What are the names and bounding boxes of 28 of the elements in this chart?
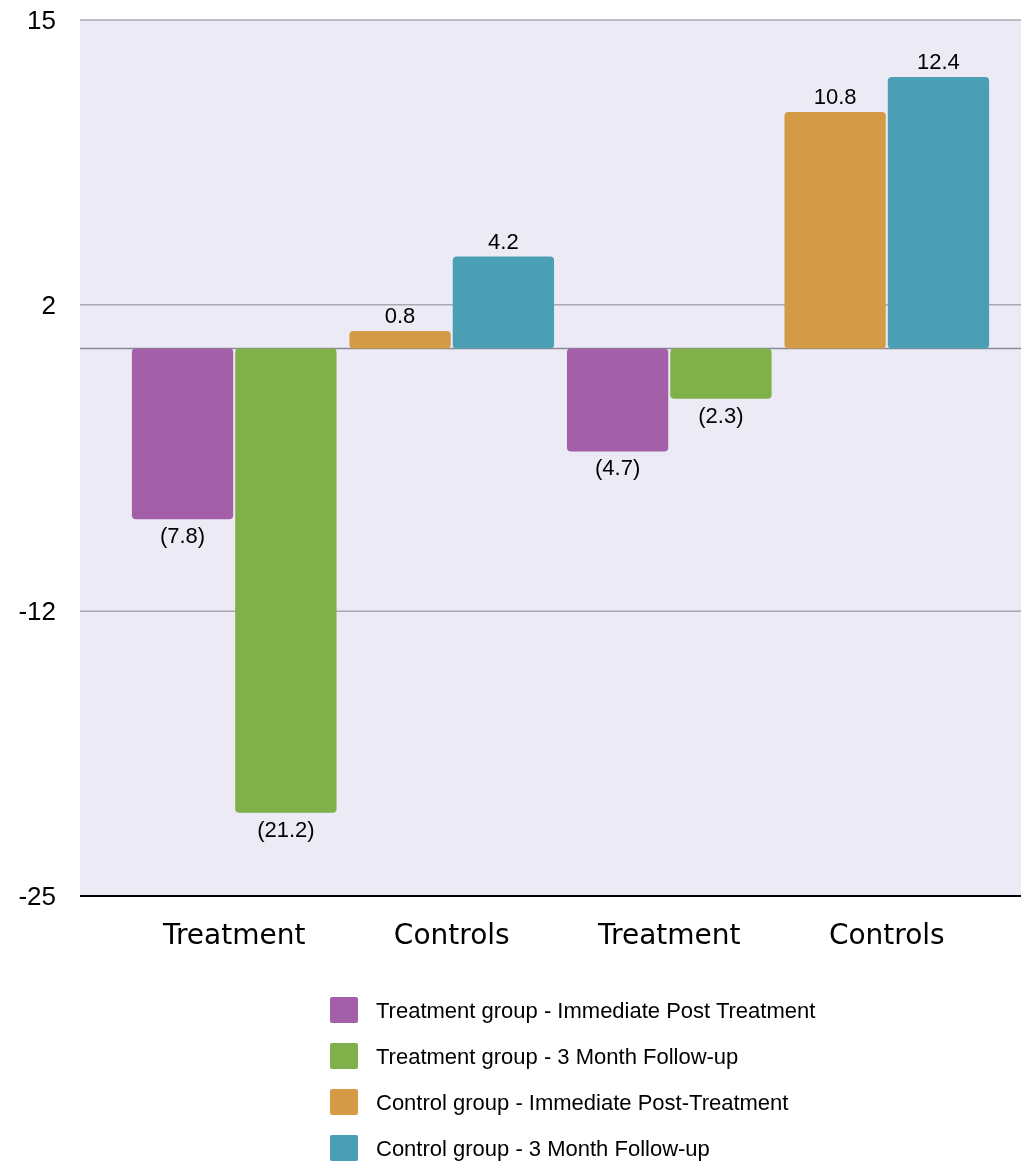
x-tick-label: Controls <box>828 918 945 951</box>
legend-label: Treatment group - 3 Month Follow-up <box>376 1043 739 1069</box>
bar <box>131 348 234 520</box>
legend-label: Control group - 3 Month Follow-up <box>376 1135 710 1161</box>
data-label: 10.8 <box>813 83 857 109</box>
bar <box>566 348 669 452</box>
y-tick-label: -25 <box>18 881 56 912</box>
data-label: 0.8 <box>384 302 416 328</box>
y-tick-label: 2 <box>41 289 56 320</box>
bar <box>887 76 990 349</box>
y-tick-label: 15 <box>27 5 56 36</box>
data-label: (4.7) <box>594 455 641 481</box>
x-tick-label: Treatment <box>597 918 741 951</box>
data-label: 4.2 <box>488 228 519 254</box>
bar <box>452 256 555 349</box>
y-tick-label: -12 <box>18 596 56 627</box>
legend-label: Control group - Immediate Post-Treatment <box>376 1089 789 1115</box>
data-label: 12.4 <box>917 48 960 74</box>
bar <box>349 330 451 349</box>
x-tick-label: Controls <box>393 918 510 951</box>
legend-label: Treatment group - Immediate Post Treatment <box>376 997 816 1023</box>
data-label: (21.2) <box>257 816 315 842</box>
bar <box>784 111 886 349</box>
bar <box>670 348 772 399</box>
data-label: (2.3) <box>698 402 744 428</box>
data-label: (7.8) <box>159 523 206 549</box>
x-tick-label: Treatment <box>161 918 306 951</box>
bar <box>235 348 337 813</box>
